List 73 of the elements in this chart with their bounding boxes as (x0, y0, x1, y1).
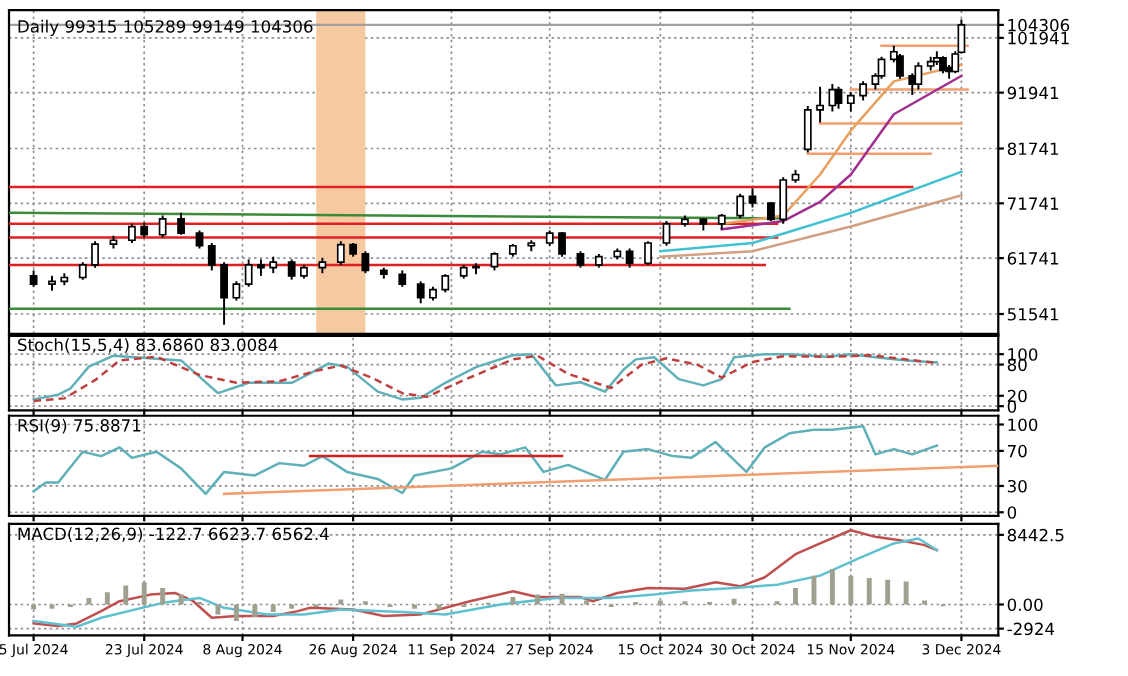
bar (829, 569, 835, 605)
y-tick-label: 101941 (1008, 31, 1069, 45)
y-tick-label: 30 (1007, 479, 1027, 493)
candlestick (736, 192, 745, 220)
candlestick (195, 229, 204, 250)
candlestick (558, 231, 566, 258)
candlestick (662, 220, 671, 247)
candlestick (859, 80, 868, 102)
line-series (659, 170, 963, 253)
candlestick (914, 61, 923, 91)
bar (866, 578, 872, 605)
bar (885, 579, 891, 605)
candlestick (846, 91, 855, 113)
bar (215, 604, 221, 615)
candlestick (644, 240, 652, 266)
candlestick (490, 251, 499, 272)
candlestick (244, 258, 253, 288)
candlestick (207, 242, 216, 272)
candlestick (287, 258, 296, 281)
candlestick (816, 85, 824, 124)
text: Daily 99315 105289 99149 104306 (18, 19, 313, 36)
candlestick (158, 214, 167, 239)
chart-title: Stoch(15,5,4) 83.6860 83.0084 (18, 338, 278, 354)
bar (104, 592, 110, 605)
candlestick (416, 280, 425, 305)
bar (233, 604, 239, 621)
y-tick-label: 100 (1008, 348, 1038, 361)
bar (510, 597, 516, 605)
bar (338, 599, 344, 605)
bar (270, 604, 276, 612)
y-tick-label: 61741 (1007, 252, 1059, 265)
chart-title: MACD(12,26,9) -122.7 6623.7 6562.4 (18, 527, 329, 543)
bar (731, 598, 737, 605)
candlestick (834, 85, 843, 110)
bar (141, 582, 147, 605)
y-tick-label: 70 (1007, 444, 1027, 458)
candlestick (828, 83, 837, 113)
candlestick (177, 211, 185, 236)
candlestick (232, 280, 241, 302)
candlestick (779, 176, 788, 225)
bar (123, 585, 129, 605)
candlestick (625, 247, 634, 269)
bar (252, 604, 258, 617)
candlestick (91, 240, 99, 269)
chart-title: RSI(9) 75.8871 (18, 418, 141, 434)
bar (903, 581, 909, 605)
y-tick-label: 0.00 (1007, 598, 1043, 612)
bar (848, 575, 854, 605)
candlestick (748, 187, 757, 209)
y-tick-label: 81741 (1007, 142, 1059, 156)
line-series (659, 194, 963, 258)
bar (793, 588, 798, 605)
candlestick (803, 105, 812, 154)
candlestick (896, 53, 904, 80)
bar (86, 597, 92, 605)
y-tick-label: 20 (1007, 389, 1027, 403)
y-tick-label: 91941 (1007, 86, 1059, 100)
y-tick-label: 104306 (1008, 18, 1070, 32)
bar (811, 575, 817, 605)
bar (160, 588, 166, 605)
candlestick (361, 250, 370, 275)
candlestick (128, 222, 136, 244)
y-tick-label: 0 (1007, 506, 1017, 519)
candlestick (441, 273, 450, 294)
y-tick-label: 8442.5 (1007, 528, 1064, 542)
y-tick-label: 51541 (1007, 308, 1059, 321)
y-tick-label: 100 (1008, 418, 1038, 432)
bar (534, 594, 540, 605)
y-tick-label: -2924 (1007, 622, 1055, 636)
bar (178, 594, 184, 605)
candlestick (336, 240, 345, 266)
y-tick-label: 71741 (1007, 197, 1059, 210)
candlestick (220, 261, 228, 326)
